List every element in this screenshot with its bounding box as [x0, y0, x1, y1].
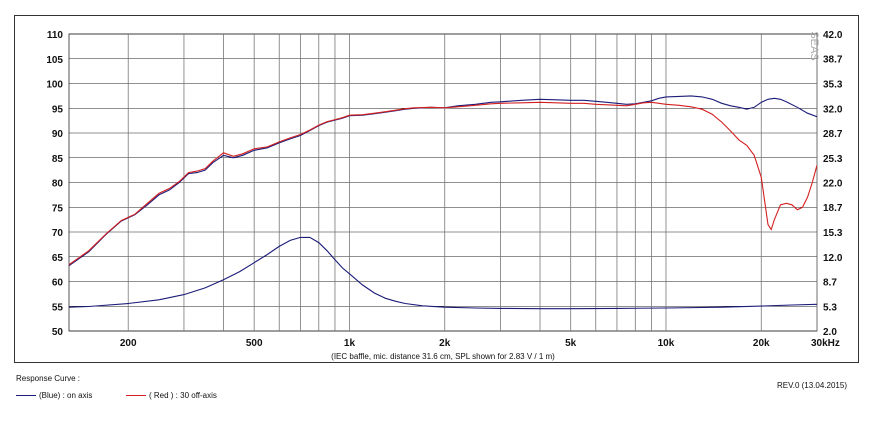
y2-tick-label: 18.7: [823, 203, 843, 214]
y2-tick-label: 32.0: [823, 104, 843, 115]
legend-red-label: ( Red ) : 30 off-axis: [149, 391, 217, 400]
chart-frame: 110 105 100 95 90 85 80 75 70 65 60 55 50 42.0 38.7 35…: [14, 15, 859, 363]
y2-tick-label: 15.3: [823, 228, 843, 239]
y-tick-label: 95: [52, 104, 64, 115]
legend-red: ( Red ) : 30 off-axis: [126, 391, 217, 400]
x-tick-label: 1k: [344, 338, 356, 349]
y-tick-label: 90: [52, 129, 64, 140]
y-tick-label: 75: [52, 203, 64, 214]
x-tick-label: 2k: [439, 338, 451, 349]
series-line-on-axis: [69, 95, 817, 267]
revision-label: REV.0 (13.04.2015): [777, 381, 847, 390]
blue-line-swatch: [16, 395, 36, 397]
legend-blue: (Blue) : on axis: [16, 391, 92, 400]
y-tick-label: 55: [52, 302, 64, 313]
legend-blue-label: (Blue) : on axis: [39, 391, 93, 400]
y-tick-label: 100: [46, 80, 63, 91]
y-tick-label: 110: [47, 30, 64, 41]
watermark: SEAS: [808, 31, 820, 60]
x-tick-label: 20k: [753, 338, 770, 349]
y2-tick-label: 28.7: [823, 129, 843, 140]
x-axis-label: (IEC baffle, mic. distance 31.6 cm, SPL …: [331, 352, 555, 361]
x-tick-label: 500: [246, 338, 263, 349]
y2-tick-label: 8.7: [823, 277, 837, 288]
y-axis-left: 110 105 100 95 90 85 80 75 70 65 60 55 50: [46, 30, 63, 338]
y2-tick-label: 12.0: [823, 253, 843, 264]
y-tick-label: 80: [52, 179, 64, 190]
y2-tick-label: 25.3: [823, 154, 843, 165]
x-tick-label: 5k: [565, 338, 577, 349]
y2-tick-label: 42.0: [823, 30, 843, 41]
y2-tick-label: 22.0: [823, 179, 843, 190]
y-tick-label: 85: [52, 154, 64, 165]
series-line-impedance: [69, 236, 817, 310]
y2-tick-label: 38.7: [823, 55, 843, 66]
red-line-swatch: [126, 395, 146, 397]
x-tick-label: 30kHz: [811, 338, 840, 349]
curves: [69, 95, 817, 310]
series-line-30-off-axis: [69, 101, 817, 266]
y-tick-label: 50: [52, 327, 64, 338]
x-axis: 200 500 1k 2k 5k 10k 20k 30kHz: [120, 338, 840, 349]
y-tick-label: 60: [52, 278, 64, 289]
grid: [68, 33, 818, 332]
y2-tick-label: 5.3: [823, 302, 837, 313]
x-tick-label: 200: [120, 338, 137, 349]
y-tick-label: 105: [46, 55, 63, 66]
x-tick-label: 10k: [658, 338, 675, 349]
y-axis-right: 42.0 38.7 35.3 32.0 28.7 25.3 22.0 18.7 15.3 12.0…: [823, 30, 843, 338]
y2-tick-label: 35.3: [823, 80, 843, 91]
y2-tick-label: 2.0: [823, 327, 837, 338]
frequency-response-chart: 110 105 100 95 90 85 80 75 70 65 60 55 50 42.0 38.7 35…: [46, 30, 843, 361]
y-tick-label: 65: [52, 253, 64, 264]
y-tick-label: 70: [52, 228, 64, 239]
legend-title: Response Curve :: [16, 374, 81, 383]
